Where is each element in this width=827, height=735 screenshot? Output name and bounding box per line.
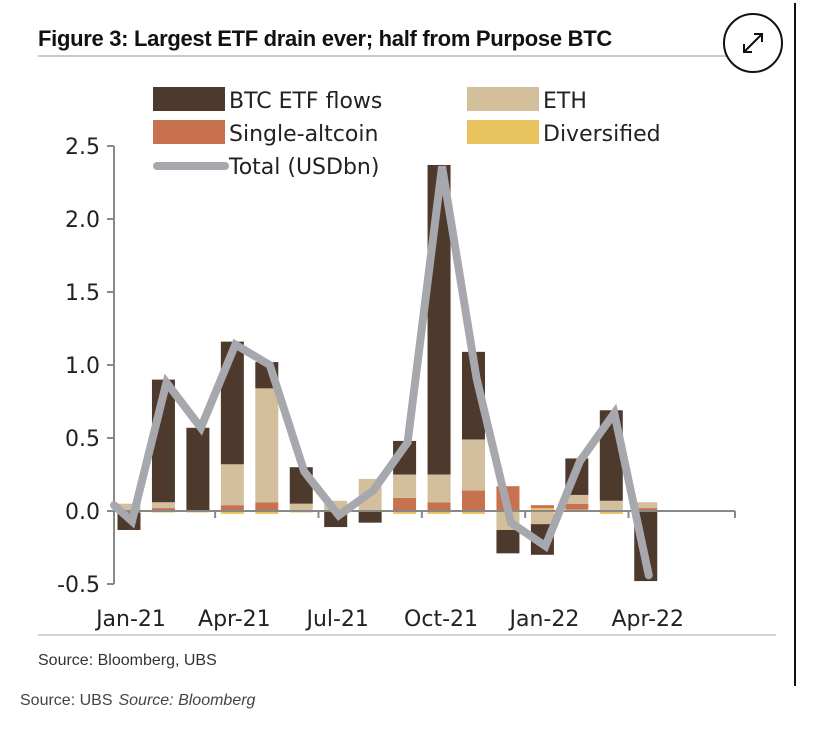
y-tick-label: 1.5 — [65, 281, 100, 306]
y-tick-label: -0.5 — [57, 573, 100, 598]
legend-label: Single-altcoin — [229, 122, 378, 147]
eth-bar-segment — [530, 511, 554, 525]
x-tick-label: Jan-21 — [94, 607, 166, 632]
legend-swatch-btc — [153, 87, 225, 111]
legend-swatch-eth — [467, 87, 539, 111]
single-altcoin-bar-segment — [255, 502, 279, 511]
diversified-bar-segment — [530, 508, 554, 511]
expand-arrows-icon — [743, 33, 763, 53]
etf-flows-chart: BTC ETF flows ETH Single-altcoin Diversifie… — [57, 87, 736, 632]
single-altcoin-bar-segment — [462, 490, 485, 511]
expand-button[interactable] — [723, 13, 783, 73]
page-divider-line — [794, 3, 796, 686]
eth-bar-segment — [255, 388, 279, 503]
chart-source-note: Source: Bloomberg, UBS — [38, 652, 217, 669]
diversified-bar-segment — [462, 511, 485, 514]
diversified-bar-segment — [255, 511, 279, 514]
source-ubs: Source: UBS — [20, 692, 113, 709]
eth-bar-segment — [220, 464, 244, 506]
article-source-caption: Source: UBS Source: Bloomberg — [20, 692, 255, 710]
source-bloomberg: Source: Bloomberg — [118, 692, 256, 709]
figure-title: Figure 3: Largest ETF drain ever; half f… — [38, 26, 612, 51]
legend-swatch-diversified — [467, 120, 539, 144]
x-tick-label: Apr-21 — [198, 607, 271, 632]
y-tick-label: 1.0 — [65, 354, 100, 379]
bars-layer — [117, 164, 658, 582]
total-line-layer — [110, 165, 653, 580]
single-altcoin-bar-segment — [530, 505, 554, 509]
single-altcoin-bar-segment — [220, 505, 244, 511]
title-divider — [38, 55, 776, 57]
chart-legend: BTC ETF flows ETH Single-altcoin Diversifie… — [153, 87, 661, 180]
total-line — [110, 165, 653, 580]
eth-bar-segment — [565, 494, 589, 504]
eth-bar-segment — [462, 439, 485, 491]
chart-bottom-divider — [38, 634, 776, 636]
x-tick-labels: Jan-21 Apr-21 Jul-21 Oct-21 Jan-22 Apr-22 — [94, 607, 684, 632]
diversified-bar-segment — [599, 511, 623, 514]
eth-bar-segment — [427, 474, 451, 503]
btc-bar-segment — [186, 427, 210, 511]
eth-bar-segment — [393, 474, 417, 498]
diversified-bar-segment — [393, 511, 417, 514]
eth-bar-segment — [117, 503, 141, 511]
x-tick-label: Oct-21 — [404, 607, 478, 632]
x-tick-label: Jul-21 — [304, 607, 368, 632]
single-altcoin-bar-segment — [634, 508, 658, 511]
diversified-bar-segment — [220, 511, 244, 514]
y-tick-label: 0.0 — [65, 500, 100, 525]
y-tick-label: 0.5 — [65, 427, 100, 452]
single-altcoin-bar-segment — [151, 508, 175, 511]
legend-label: ETH — [543, 89, 587, 114]
legend-label: Total (USDbn) — [228, 155, 379, 180]
legend-label: BTC ETF flows — [229, 89, 382, 114]
y-axis: 2.5 2.0 1.5 1.0 0.5 0.0 -0.5 — [57, 135, 115, 598]
eth-bar-segment — [289, 503, 313, 511]
diversified-bar-segment — [427, 511, 451, 514]
legend-label: Diversified — [543, 122, 661, 147]
eth-bar-segment — [599, 500, 623, 511]
single-altcoin-bar-segment — [565, 503, 589, 510]
eth-bar-segment — [634, 502, 658, 509]
legend-swatch-single-altcoin — [153, 120, 225, 144]
x-tick-label: Jan-22 — [507, 607, 579, 632]
single-altcoin-bar-segment — [427, 502, 451, 511]
single-altcoin-bar-segment — [393, 497, 417, 511]
x-tick-label: Apr-22 — [611, 607, 684, 632]
y-tick-label: 2.5 — [65, 135, 100, 160]
btc-bar-segment — [496, 529, 520, 554]
btc-bar-segment — [358, 511, 382, 523]
eth-bar-segment — [151, 502, 175, 509]
y-tick-label: 2.0 — [65, 208, 100, 233]
